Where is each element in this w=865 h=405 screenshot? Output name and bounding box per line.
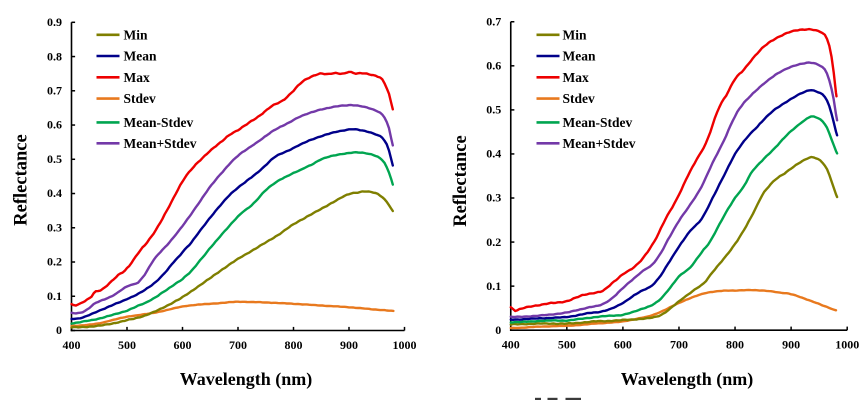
svg-text:0.2: 0.2 bbox=[486, 235, 501, 249]
svg-text:600: 600 bbox=[174, 338, 192, 352]
svg-text:600: 600 bbox=[614, 338, 632, 352]
svg-text:700: 700 bbox=[229, 338, 247, 352]
svg-text:Mean: Mean bbox=[124, 49, 157, 64]
svg-text:800: 800 bbox=[285, 338, 303, 352]
svg-text:0.8: 0.8 bbox=[47, 49, 62, 63]
svg-text:0: 0 bbox=[495, 323, 501, 337]
svg-text:0.6: 0.6 bbox=[486, 59, 501, 73]
svg-text:500: 500 bbox=[558, 338, 576, 352]
svg-text:Reflectance: Reflectance bbox=[451, 135, 471, 226]
svg-text:Max: Max bbox=[124, 70, 150, 85]
svg-text:Mean+Stdev: Mean+Stdev bbox=[124, 136, 197, 151]
svg-text:1000: 1000 bbox=[393, 338, 417, 352]
svg-text:Stdev: Stdev bbox=[563, 91, 596, 106]
svg-text:0.9: 0.9 bbox=[47, 15, 62, 29]
svg-text:0.7: 0.7 bbox=[47, 83, 62, 97]
svg-text:0: 0 bbox=[56, 323, 62, 337]
svg-text:0.4: 0.4 bbox=[486, 147, 501, 161]
svg-text:900: 900 bbox=[340, 338, 358, 352]
svg-text:Wavelength (nm): Wavelength (nm) bbox=[621, 369, 754, 390]
svg-text:500: 500 bbox=[118, 338, 136, 352]
svg-text:Max: Max bbox=[563, 70, 589, 85]
svg-text:800: 800 bbox=[726, 338, 744, 352]
svg-text:0.3: 0.3 bbox=[486, 191, 501, 205]
svg-text:700: 700 bbox=[670, 338, 688, 352]
svg-text:Stdev: Stdev bbox=[124, 91, 157, 106]
svg-text:Min: Min bbox=[563, 27, 587, 42]
svg-text:0.5: 0.5 bbox=[486, 103, 501, 117]
svg-text:0.3: 0.3 bbox=[47, 220, 62, 234]
svg-text:1000: 1000 bbox=[835, 338, 859, 352]
svg-text:Mean-Stdev: Mean-Stdev bbox=[124, 115, 194, 130]
svg-text:Min: Min bbox=[124, 27, 148, 42]
svg-text:900: 900 bbox=[782, 338, 800, 352]
svg-text:Mean+Stdev: Mean+Stdev bbox=[563, 136, 636, 151]
svg-text:400: 400 bbox=[63, 338, 81, 352]
svg-text:Reflectance: Reflectance bbox=[12, 134, 32, 225]
svg-text:Mean-Stdev: Mean-Stdev bbox=[563, 115, 633, 130]
svg-text:0.1: 0.1 bbox=[486, 279, 501, 293]
svg-text:Mean: Mean bbox=[563, 49, 596, 64]
svg-text:0.2: 0.2 bbox=[47, 255, 62, 269]
svg-text:0.1: 0.1 bbox=[47, 289, 62, 303]
svg-text:0.5: 0.5 bbox=[47, 152, 62, 166]
svg-text:Wavelength (nm): Wavelength (nm) bbox=[180, 369, 313, 390]
svg-text:0.7: 0.7 bbox=[486, 14, 501, 28]
svg-text:400: 400 bbox=[502, 338, 520, 352]
svg-text:0.6: 0.6 bbox=[47, 118, 62, 132]
svg-text:0.4: 0.4 bbox=[47, 186, 62, 200]
